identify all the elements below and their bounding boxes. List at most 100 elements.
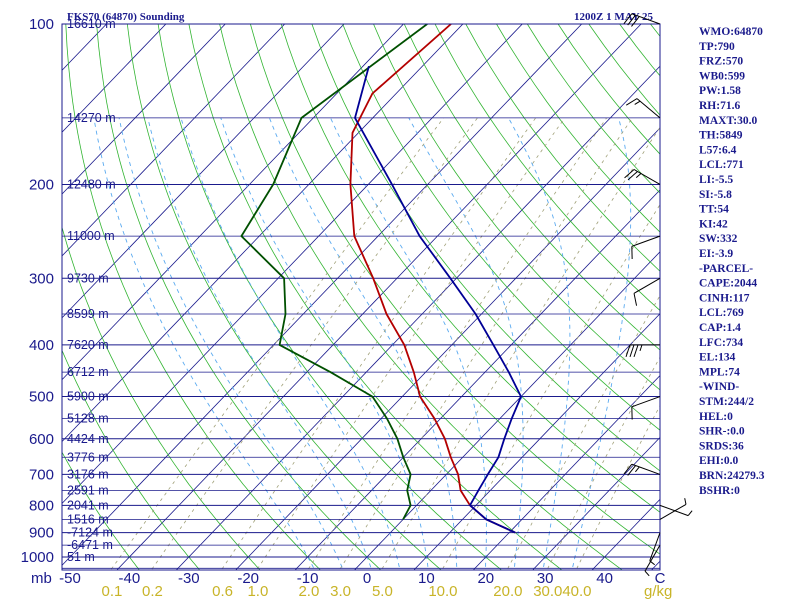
wind-barb (659, 498, 687, 520)
height-label: 7620 m (67, 338, 109, 352)
wind-barb (625, 344, 660, 358)
wind-barb-staff (631, 463, 661, 475)
profile-lines (240, 24, 522, 534)
wind-barb (644, 544, 661, 577)
mixing-ratio-label: 3.0 (330, 583, 351, 600)
wind-barb (623, 13, 661, 27)
height-label: 5900 m (67, 390, 109, 404)
wind-barb-staff (633, 277, 661, 294)
index-entry: CINH:117 (699, 292, 750, 304)
dry-adiabat-line (96, 24, 382, 570)
mixing-ratio-labels: 0.1 0.2 0.6 1.0 2.0 3.0 5.0 10.0 20.0 30.0 40.0 (102, 583, 592, 600)
temperature-unit-label: C (655, 570, 666, 587)
background-grid (0, 0, 800, 575)
dry-adiabat-line (311, 24, 660, 472)
index-entry: LCL:769 (699, 307, 744, 319)
mixing-ratio-label: 2.0 (298, 583, 319, 600)
isotherm-line (62, 24, 345, 319)
height-label: 12480 m (67, 177, 116, 191)
temperature-tick-labels: -50 -40 -30 -20 -10 0 10 20 30 40 (59, 570, 613, 587)
moist-adiabat-line (268, 117, 458, 570)
height-label: 14270 m (67, 111, 116, 125)
index-entry: CAPE:2044 (699, 278, 757, 290)
height-label: 2041 m (67, 498, 109, 512)
mixing-ratio-line (110, 117, 444, 570)
temperature-tick-label: 30 (537, 570, 554, 587)
wind-barb (633, 277, 661, 306)
mixing-ratio-label: 0.6 (212, 583, 233, 600)
mixing-ratio-label: 10.0 (428, 583, 457, 600)
height-label: 8599 m (67, 307, 109, 321)
pressure-label: 1000 (21, 549, 54, 566)
mixing-ratio-label: 30.0 (533, 583, 562, 600)
isotherm-lines (0, 0, 660, 575)
wind-barb-staff (659, 503, 687, 520)
isotherm-line (62, 24, 583, 566)
dry-adiabat-line (787, 0, 800, 575)
dry-adiabat-line (434, 24, 660, 312)
isotherm-line (0, 0, 37, 575)
mixing-ratio-line (380, 126, 660, 570)
height-label: 3776 m (67, 450, 109, 464)
mixing-ratio-label: 0.2 (142, 583, 163, 600)
isobar-lines (62, 24, 660, 569)
temperature-tick-label: 0 (363, 570, 371, 587)
pressure-label: 700 (29, 466, 54, 483)
isotherm-line (62, 24, 286, 257)
moist-adiabat-line (408, 117, 524, 570)
moist-adiabat-line (147, 117, 373, 570)
isotherm-line (116, 24, 642, 570)
height-label: 4424 m (67, 432, 109, 446)
pressure-label: 200 (29, 176, 54, 193)
wind-barb-flag (623, 463, 633, 475)
wind-barb-flag (627, 14, 636, 26)
moist-adiabat-line (220, 117, 429, 570)
pressure-unit-label: mb (31, 570, 52, 587)
isotherm-line (62, 24, 226, 195)
pressure-labels: 100 200 300 400 500 600 700 800 900 1000 (21, 16, 54, 566)
temperature-tick-label: -20 (237, 570, 259, 587)
wind-barb (631, 396, 661, 420)
mixing-ratio-label: 20.0 (493, 583, 522, 600)
mixing-ratio-line (441, 203, 660, 570)
wind-barb-staff (649, 532, 661, 561)
moist-adiabat-line (571, 117, 632, 570)
wind-barb-half-flag (634, 100, 641, 105)
temperature-tick-label: -50 (59, 570, 81, 587)
dry-adiabat-line (557, 24, 660, 155)
index-entry: L57:6.4 (699, 144, 737, 156)
index-entry: SI:-5.8 (699, 189, 732, 201)
index-entry: CAP:1.4 (699, 322, 741, 334)
wind-barb-flag (631, 16, 640, 27)
wind-barb-half-flag (684, 498, 687, 505)
index-entry: WB0:599 (699, 70, 745, 82)
dry-adiabat-line (280, 24, 660, 513)
plot-frame (61, 23, 661, 571)
wind-barb (624, 169, 661, 185)
isotherm-line (62, 24, 464, 443)
wind-barb-staff (636, 98, 661, 119)
wind-barb-half-flag (635, 466, 640, 473)
height-label: 9730 m (67, 271, 109, 285)
dry-adiabat-line (373, 24, 660, 391)
mixing-ratio-unit-label: g/kg (644, 583, 672, 600)
temperature-line (349, 24, 516, 534)
wind-barb-staff (631, 396, 661, 408)
height-label: 5128 m (67, 412, 109, 426)
mixing-ratio-lines (110, 117, 660, 570)
index-entry: HEL:0 (699, 411, 733, 423)
mixing-ratio-label: 40.0 (562, 583, 591, 600)
dry-adiabat-line (219, 24, 623, 570)
mixing-ratio-label: 0.1 (102, 583, 123, 600)
temperature-tick-label: 40 (596, 570, 613, 587)
wind-barb-flag (624, 169, 635, 179)
wind-barb-flag (633, 344, 639, 358)
height-label: 2591 m (67, 483, 109, 497)
wind-barb-flag (627, 465, 636, 476)
dry-adiabat-line (62, 349, 201, 570)
index-entry: SHR-:0.0 (699, 426, 745, 438)
height-label: 1516 m (67, 512, 109, 526)
wind-barbs (623, 13, 693, 577)
pressure-label: 800 (29, 497, 54, 514)
chart-title: FKS70 (64870) Sounding (67, 11, 185, 23)
